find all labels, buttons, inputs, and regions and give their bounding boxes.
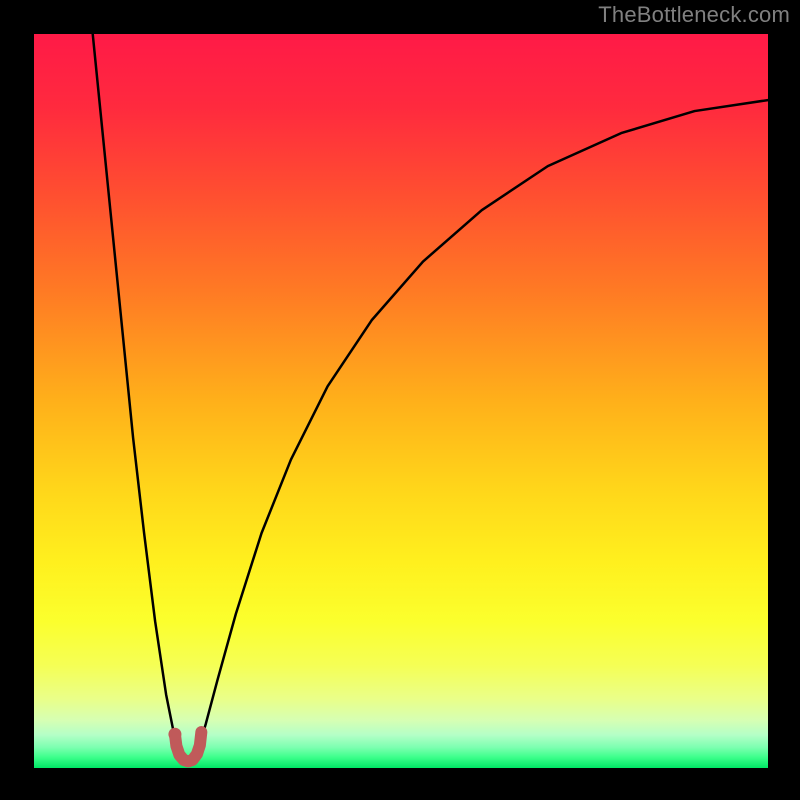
plot-svg bbox=[34, 34, 768, 768]
bottleneck-curve bbox=[93, 34, 768, 761]
plot-frame bbox=[34, 34, 768, 768]
watermark-text: TheBottleneck.com bbox=[598, 2, 790, 28]
chart-stage: TheBottleneck.com bbox=[0, 0, 800, 800]
bottleneck-marker-dot bbox=[168, 728, 181, 741]
